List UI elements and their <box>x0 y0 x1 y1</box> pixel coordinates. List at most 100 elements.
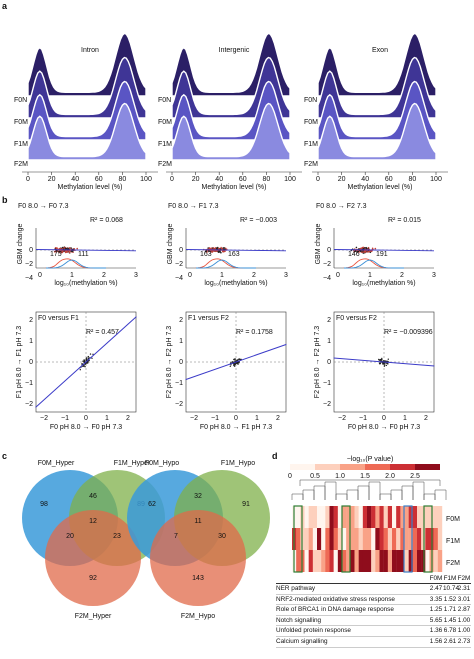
highlight-box <box>341 505 351 573</box>
density-blue <box>196 259 256 269</box>
heatmap-cell <box>371 506 376 528</box>
x-tick-label: 0 <box>382 415 386 422</box>
pathway-table-header: F0M F1M F2M <box>276 574 471 584</box>
ridge-f2m <box>27 102 147 161</box>
count-red: 175 <box>50 251 62 258</box>
heatmap-cell <box>296 550 301 572</box>
y-tick-label: 1 <box>179 338 183 345</box>
dendrogram-root <box>299 479 441 486</box>
dendrogram-branch <box>357 485 370 500</box>
venn-count-a: 62 <box>148 501 156 508</box>
row-label-f0n: F0N <box>304 97 317 104</box>
legend-swatch <box>290 464 315 470</box>
panel-b-gbm-change: F0 8.0 → F0 7.3 R² = 0.068 0 −2 −4 0 1 2 3 log₁₀(… <box>17 203 436 287</box>
x-tick-label: 2 <box>252 272 256 279</box>
heatmap-cell <box>354 506 359 528</box>
gbm-point <box>362 246 365 249</box>
venn-count-bc: 23 <box>113 533 121 540</box>
venn-hypo: F0M_Hypo F1M_Hypo F2M_Hypo 62 32 91 11 7… <box>127 460 270 620</box>
panel-label-d: d <box>272 451 278 461</box>
x-tick-label: 80 <box>409 176 417 183</box>
row-label-f0m: F0M <box>14 119 28 126</box>
ridge-f2m <box>171 102 291 161</box>
row-label-f0m: F0M <box>158 119 172 126</box>
value-f2m: 1.00 <box>457 627 471 635</box>
pathway-table: F0M F1M F2M NER pathway 2.47 10.74 2.31 … <box>276 574 471 648</box>
regression-line <box>35 316 137 408</box>
venn-count-abc: 12 <box>89 518 97 525</box>
heatmap-cell <box>312 528 318 550</box>
heatmap-cell <box>387 506 393 528</box>
x-ticks: 0 20 40 60 80 100 <box>170 172 296 183</box>
heatmap-cell <box>325 506 330 528</box>
legend-tick-label: 2.0 <box>385 473 395 480</box>
count-blue: 163 <box>228 251 240 258</box>
scatter-point <box>83 359 85 361</box>
heatmap-cell <box>346 506 351 528</box>
x-tick-label: 40 <box>361 176 369 183</box>
x-axis-label: Methylation level (%) <box>202 184 267 191</box>
row-label-f2m: F2M <box>304 161 318 168</box>
venn-label-a: F0M_Hyper <box>38 460 75 467</box>
heatmap-cell <box>412 506 418 528</box>
scatter-point <box>89 353 92 355</box>
gbm-point <box>64 247 67 250</box>
scatter-point <box>379 358 382 361</box>
heatmap-cell <box>308 550 314 572</box>
value-f2m: 2.87 <box>457 606 471 614</box>
x-tick-label: 40 <box>71 176 79 183</box>
x-tick-label: −1 <box>359 415 367 422</box>
scatter-point <box>237 363 239 365</box>
heatmap-cell <box>362 550 368 572</box>
gbm-point <box>214 247 216 250</box>
gbm-point <box>216 247 219 249</box>
heatmap-cell <box>317 550 322 572</box>
value-f0m: 1.56 <box>429 637 443 645</box>
x-axis-label: F0 pH 8.0 → F1 pH 7.3 <box>200 424 272 431</box>
y-tick-label: −4 <box>323 275 331 282</box>
gbm-point <box>54 247 57 249</box>
ridge-curves <box>171 32 291 161</box>
density-blue <box>344 259 404 269</box>
x-tick-label: 2 <box>276 415 280 422</box>
venn-count-c: 143 <box>192 575 204 582</box>
venn-circle-f2m <box>150 510 246 606</box>
x-tick-label: −2 <box>338 415 346 422</box>
x-tick-label: 0 <box>336 272 340 279</box>
value-f1m: 1.52 <box>443 595 457 603</box>
gbm-r2: R² = 0.068 <box>90 217 123 224</box>
x-ticks: 0 20 40 60 80 100 <box>316 172 442 183</box>
heatmap-cell <box>417 506 422 528</box>
heatmap-cell <box>321 506 326 528</box>
x-axis-label: F0 pH 8.0 → F0 pH 7.3 <box>50 424 122 431</box>
heatmap-cell <box>400 550 405 572</box>
heatmap-cell <box>437 528 443 550</box>
heatmap-cell <box>421 528 426 550</box>
panel-label-a: a <box>2 1 8 11</box>
x-axis-label: F0 pH 8.0 → F0 pH 7.3 <box>348 424 420 431</box>
heatmap-cell <box>358 506 364 528</box>
scatter-f0-vs-f2: F0 versus F2 R² = −0.009396 2 1 0 −1 −2 −2 −1 0 1 2… <box>314 311 435 431</box>
y-axis-label: F2 pH 8.0 → F2 pH 7.3 <box>166 326 173 398</box>
gbm-point <box>210 247 213 249</box>
value-f0m: 3.35 <box>429 595 443 603</box>
dendrogram-branch <box>379 493 392 500</box>
venn-label-b: F1M_Hyper <box>114 460 151 467</box>
heatmap-cell <box>379 506 384 528</box>
value-f2m: 2.31 <box>457 585 471 592</box>
heatmap-cell <box>346 550 351 572</box>
scatter-r2: R² = 0.457 <box>86 329 119 336</box>
dendrogram-branch <box>412 481 425 500</box>
legend-tick-label: 2.5 <box>410 473 420 480</box>
x-tick-label: 100 <box>430 176 442 183</box>
row-label-f0m: F0M <box>304 119 318 126</box>
ridge-title: Intergenic <box>219 47 250 54</box>
scatter-point <box>91 357 93 359</box>
heatmap-color-legend: 0 0.5 1.0 1.5 2.0 2.5 <box>288 464 440 480</box>
heatmap-cell <box>387 550 393 572</box>
gbm-r2: R² = −0.003 <box>240 217 277 224</box>
scatter-point <box>384 364 386 366</box>
row-label-f1m: F1M <box>14 141 28 148</box>
heatmap-cell <box>383 528 389 550</box>
scatter-point <box>233 358 235 361</box>
